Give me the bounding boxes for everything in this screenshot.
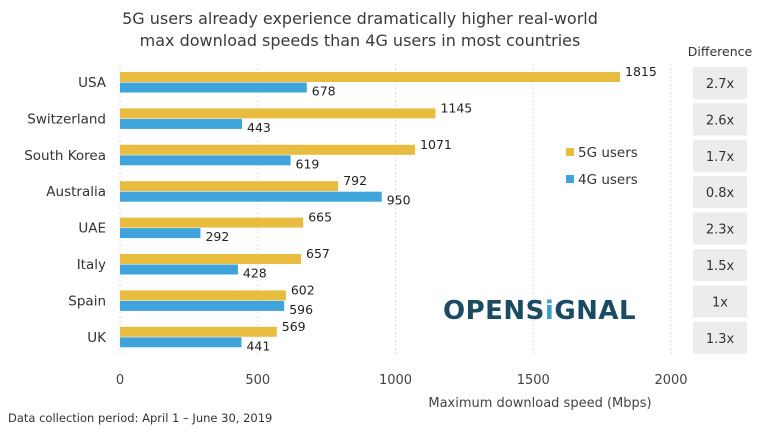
- data-label: 950: [387, 193, 411, 208]
- difference-value: 2.6x: [706, 113, 735, 128]
- bar-4g: [120, 300, 285, 311]
- bar-5g: [120, 108, 436, 119]
- data-label: 1071: [420, 137, 452, 152]
- title-line-1: 5G users already experience dramatically…: [122, 9, 598, 28]
- data-label: 569: [282, 319, 306, 334]
- data-label: 619: [296, 156, 320, 171]
- data-label: 443: [247, 120, 271, 135]
- difference-header: Difference: [687, 44, 753, 59]
- bar-4g: [120, 82, 307, 93]
- bar-5g: [120, 254, 302, 264]
- difference-box: [693, 176, 747, 209]
- data-label: 428: [243, 266, 267, 281]
- category-label: Spain: [68, 293, 106, 309]
- data-label: 657: [306, 246, 330, 261]
- bar-4g: [120, 155, 291, 166]
- category-label: Australia: [46, 184, 106, 200]
- category-label: South Korea: [24, 148, 106, 164]
- difference-box: [693, 249, 747, 281]
- bar-5g: [120, 326, 277, 337]
- x-tick-label: 1000: [379, 373, 412, 388]
- difference-value: 1.3x: [706, 332, 735, 347]
- legend-label: 4G users: [578, 172, 638, 188]
- bar-5g: [120, 217, 304, 228]
- difference-box: [693, 321, 747, 354]
- difference-value: 1.7x: [706, 150, 735, 165]
- bar-4g: [120, 337, 242, 348]
- bar-5g: [120, 72, 621, 82]
- category-label: Italy: [77, 257, 106, 273]
- difference-value: 2.3x: [706, 223, 735, 238]
- category-label: UAE: [78, 221, 106, 237]
- data-label: 792: [343, 173, 367, 188]
- difference-box: [693, 67, 747, 99]
- difference-box: [693, 285, 747, 318]
- legend-label: 5G users: [578, 145, 638, 161]
- x-axis-label: Maximum download speed (Mbps): [428, 396, 652, 411]
- data-label: 441: [246, 338, 270, 353]
- x-tick-label: 500: [245, 373, 270, 388]
- category-label: UK: [87, 330, 107, 346]
- difference-value: 1.5x: [706, 259, 735, 274]
- bar-5g: [120, 144, 416, 155]
- difference-value: 1x: [712, 295, 728, 310]
- data-label: 665: [308, 210, 332, 225]
- data-label: 596: [289, 302, 313, 317]
- opensignal-logo: OPENSiGNAL: [443, 296, 637, 326]
- bar-4g: [120, 228, 201, 239]
- data-label: 1145: [440, 100, 472, 115]
- chart-title: 5G users already experience dramatically…: [100, 8, 620, 52]
- bar-5g: [120, 290, 286, 301]
- legend-swatch: [566, 148, 574, 156]
- bar-4g: [120, 191, 382, 202]
- x-tick-label: 2000: [654, 373, 687, 388]
- difference-value: 0.8x: [706, 186, 735, 201]
- difference-value: 2.7x: [706, 77, 735, 92]
- title-line-2: max download speeds than 4G users in mos…: [139, 31, 581, 50]
- data-label: 292: [205, 229, 229, 244]
- data-label: 678: [312, 84, 336, 99]
- category-label: USA: [78, 75, 107, 91]
- x-tick-label: 1500: [517, 373, 550, 388]
- bar-5g: [120, 181, 339, 192]
- difference-box: [693, 103, 747, 136]
- bar-4g: [120, 264, 238, 275]
- legend-swatch: [566, 175, 574, 183]
- data-label: 602: [291, 282, 315, 297]
- category-label: Switzerland: [27, 111, 106, 127]
- data-label: 1815: [625, 64, 657, 79]
- bar-4g: [120, 118, 243, 129]
- x-tick-label: 0: [116, 373, 124, 388]
- difference-box: [693, 139, 747, 172]
- footnote: Data collection period: April 1 – June 3…: [8, 411, 273, 425]
- difference-box: [693, 212, 747, 245]
